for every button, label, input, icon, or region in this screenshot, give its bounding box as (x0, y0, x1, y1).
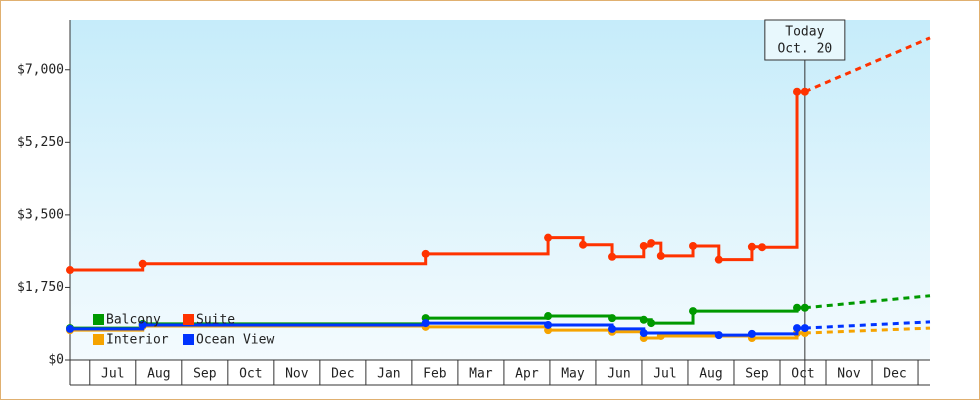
price-line (70, 321, 805, 337)
x-tick-label: Jul (653, 367, 676, 382)
price-point (639, 241, 648, 250)
price-point (639, 329, 648, 338)
forecast-line (804, 294, 931, 310)
price-point (793, 324, 802, 333)
today-label: Today (785, 25, 824, 40)
price-point (138, 259, 147, 268)
x-tick-label: Nov (837, 367, 861, 382)
x-tick-label: Dec (331, 367, 354, 382)
price-point (647, 239, 656, 248)
y-tick-label: $0 (48, 353, 64, 368)
x-tick-label: May (561, 367, 585, 382)
price-point (758, 243, 767, 252)
legend-label: Ocean View (196, 333, 274, 348)
plot-area (70, 20, 930, 360)
legend-label: Suite (196, 313, 235, 328)
x-tick-label: Jun (607, 367, 630, 382)
y-tick-label: $1,750 (17, 280, 64, 295)
price-point (421, 249, 430, 258)
y-tick-label: $7,000 (17, 62, 64, 77)
price-point (421, 319, 430, 328)
price-point (639, 315, 648, 324)
price-point (714, 331, 723, 340)
price-point (608, 324, 617, 333)
x-tick-label: Sep (745, 367, 769, 382)
x-tick-label: Oct (791, 367, 814, 382)
x-tick-label: Aug (147, 367, 170, 382)
legend-swatch (93, 334, 104, 345)
x-tick-label: Sep (193, 367, 217, 382)
legend-label: Interior (106, 333, 169, 348)
price-point (579, 240, 588, 249)
price-point (747, 329, 756, 338)
price-point (714, 255, 723, 264)
price-point (793, 87, 802, 96)
legend-swatch (183, 334, 194, 345)
price-point (747, 242, 756, 251)
price-point (656, 251, 665, 260)
legend-label: Balcony (106, 313, 161, 328)
price-point (608, 252, 617, 261)
price-point (544, 233, 553, 242)
legend-swatch (93, 314, 104, 325)
x-tick-label: Mar (469, 367, 493, 382)
price-point (793, 303, 802, 312)
today-box (764, 19, 846, 61)
y-tick-label: $5,250 (17, 135, 64, 150)
price-point (647, 319, 656, 328)
x-tick-label: Feb (423, 367, 447, 382)
price-point (608, 314, 617, 323)
price-point (689, 241, 698, 250)
x-tick-label: Aug (699, 367, 722, 382)
forecast-line (804, 326, 931, 335)
price-point (544, 320, 553, 329)
y-tick-label: $3,500 (17, 207, 64, 222)
today-label: Oct. 20 (777, 42, 832, 57)
x-tick-label: Apr (515, 367, 539, 382)
price-point (800, 87, 809, 96)
price-point (689, 307, 698, 316)
x-tick-label: Jan (377, 367, 400, 382)
forecast-line (804, 320, 931, 330)
price-point (138, 320, 147, 329)
price-point (800, 324, 809, 333)
price-point (800, 303, 809, 312)
forecast-line (804, 36, 931, 94)
x-tick-label: Oct (239, 367, 262, 382)
x-tick-label: Dec (883, 367, 906, 382)
price-point (66, 266, 74, 275)
price-point (544, 312, 553, 321)
x-tick-label: Nov (285, 367, 309, 382)
price-point (66, 324, 74, 333)
legend-swatch (183, 314, 194, 325)
x-tick-label: Jul (101, 367, 124, 382)
